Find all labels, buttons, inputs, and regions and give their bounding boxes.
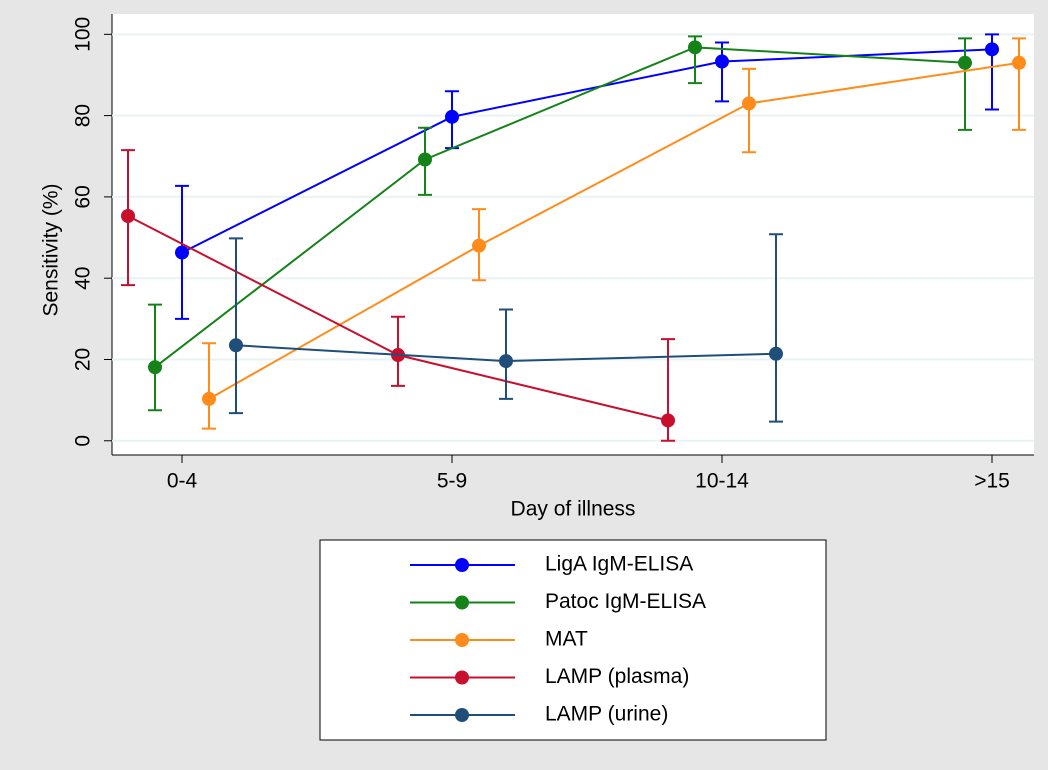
point xyxy=(715,54,729,69)
x-tick-label: 10-14 xyxy=(695,470,749,493)
point xyxy=(121,209,135,224)
series-line xyxy=(181,48,993,254)
point xyxy=(472,238,486,253)
legend-label: LAMP (plasma) xyxy=(545,665,689,688)
point xyxy=(445,109,459,124)
legend-marker xyxy=(455,708,469,722)
legend-label: LigA IgM-ELISA xyxy=(545,553,693,576)
series-line xyxy=(208,61,1020,400)
legend-marker xyxy=(455,670,469,685)
x-axis-title: Day of illness xyxy=(511,498,636,521)
legend-marker xyxy=(455,633,469,647)
point xyxy=(688,40,702,55)
error-bar xyxy=(715,41,729,103)
point xyxy=(985,42,999,57)
point xyxy=(1012,55,1026,70)
point xyxy=(202,391,216,406)
y-tick-label: 80 xyxy=(72,104,95,127)
error-bar xyxy=(1012,37,1026,131)
x-tick-label: 0-4 xyxy=(167,470,198,493)
x-tick-label: >15 xyxy=(974,470,1010,493)
error-bar xyxy=(202,342,216,430)
legend-label: Patoc IgM-ELISA xyxy=(545,590,706,613)
y-axis-title: Sensitivity (%) xyxy=(40,183,63,316)
point xyxy=(229,338,243,353)
point xyxy=(148,360,162,375)
error-bar xyxy=(769,233,783,423)
point xyxy=(418,152,432,167)
plot-area xyxy=(112,14,1034,455)
point xyxy=(769,346,783,361)
point xyxy=(175,245,189,260)
point xyxy=(661,413,675,428)
legend-label: MAT xyxy=(545,628,588,651)
error-bar xyxy=(742,67,756,154)
legend-label: LAMP (urine) xyxy=(545,703,668,726)
y-tick-label: 60 xyxy=(72,185,95,208)
legend-marker xyxy=(455,595,469,610)
error-bar xyxy=(958,37,972,131)
error-bar xyxy=(148,303,162,412)
y-tick-label: 20 xyxy=(72,348,95,371)
point xyxy=(499,354,513,369)
y-tick-label: 0 xyxy=(72,435,95,447)
error-bar xyxy=(229,237,243,415)
point xyxy=(742,96,756,111)
point xyxy=(958,55,972,70)
series-line xyxy=(154,46,966,368)
y-tick-label: 100 xyxy=(72,17,95,52)
legend xyxy=(319,539,827,741)
y-tick-label: 40 xyxy=(72,267,95,290)
legend-marker xyxy=(455,558,469,572)
x-tick-label: 5-9 xyxy=(437,470,467,493)
